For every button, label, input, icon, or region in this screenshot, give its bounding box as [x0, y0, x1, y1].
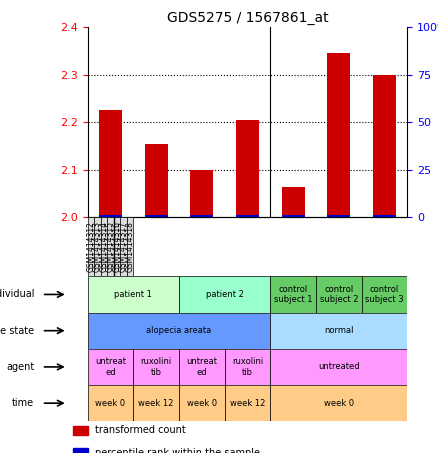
Bar [282, 187, 304, 217]
Bar [99, 215, 122, 217]
FancyBboxPatch shape [225, 385, 270, 421]
Bar [236, 215, 259, 217]
Text: control
subject 3: control subject 3 [365, 285, 404, 304]
Bar [145, 215, 167, 217]
Text: normal: normal [324, 326, 353, 335]
Bar [73, 448, 88, 453]
Text: alopecia areata: alopecia areata [146, 326, 212, 335]
Text: control
subject 1: control subject 1 [274, 285, 312, 304]
FancyBboxPatch shape [88, 217, 94, 276]
Text: untreat
ed: untreat ed [186, 357, 217, 376]
Text: week 0: week 0 [187, 399, 217, 408]
FancyBboxPatch shape [179, 276, 270, 313]
FancyBboxPatch shape [88, 385, 133, 421]
FancyBboxPatch shape [127, 217, 133, 276]
Text: week 12: week 12 [230, 399, 265, 408]
FancyBboxPatch shape [270, 385, 407, 421]
Bar [99, 111, 122, 217]
FancyBboxPatch shape [88, 313, 270, 349]
Text: ruxolini
tib: ruxolini tib [232, 357, 263, 376]
Text: GSM1414315: GSM1414315 [106, 222, 115, 272]
Bar [327, 215, 350, 217]
FancyBboxPatch shape [94, 217, 101, 276]
Text: control
subject 2: control subject 2 [320, 285, 358, 304]
FancyBboxPatch shape [88, 276, 179, 313]
Bar [191, 170, 213, 217]
Text: patient 1: patient 1 [114, 290, 152, 299]
Text: week 12: week 12 [138, 399, 174, 408]
Text: untreat
ed: untreat ed [95, 357, 126, 376]
Bar [236, 120, 259, 217]
Text: GSM1414317: GSM1414317 [119, 222, 128, 272]
Text: GSM1414313: GSM1414313 [93, 222, 102, 272]
FancyBboxPatch shape [114, 217, 120, 276]
Bar [373, 75, 396, 217]
Bar [145, 144, 167, 217]
FancyBboxPatch shape [133, 349, 179, 385]
FancyBboxPatch shape [179, 349, 225, 385]
Text: transformed count: transformed count [95, 425, 186, 435]
FancyBboxPatch shape [101, 217, 107, 276]
Bar [73, 426, 88, 435]
FancyBboxPatch shape [270, 313, 407, 349]
FancyBboxPatch shape [225, 349, 270, 385]
Text: time: time [12, 398, 34, 408]
Text: ruxolini
tib: ruxolini tib [141, 357, 172, 376]
FancyBboxPatch shape [316, 276, 362, 313]
FancyBboxPatch shape [133, 385, 179, 421]
Text: untreated: untreated [318, 362, 360, 371]
FancyBboxPatch shape [362, 276, 407, 313]
Bar [191, 215, 213, 217]
Bar [373, 215, 396, 217]
Text: percentile rank within the sample: percentile rank within the sample [95, 448, 261, 453]
Text: week 0: week 0 [95, 399, 126, 408]
Text: GSM1414314: GSM1414314 [99, 222, 109, 272]
Text: GSM1414318: GSM1414318 [126, 222, 134, 272]
Text: GSM1414316: GSM1414316 [113, 222, 121, 272]
FancyBboxPatch shape [179, 385, 225, 421]
FancyBboxPatch shape [88, 349, 133, 385]
FancyBboxPatch shape [107, 217, 114, 276]
Bar [327, 53, 350, 217]
Text: patient 2: patient 2 [206, 290, 244, 299]
Text: week 0: week 0 [324, 399, 354, 408]
Text: individual: individual [0, 289, 34, 299]
Text: disease state: disease state [0, 326, 34, 336]
FancyBboxPatch shape [270, 349, 407, 385]
Text: agent: agent [6, 362, 34, 372]
Title: GDS5275 / 1567861_at: GDS5275 / 1567861_at [166, 11, 328, 25]
FancyBboxPatch shape [120, 217, 127, 276]
Text: GSM1414312: GSM1414312 [86, 222, 95, 272]
FancyBboxPatch shape [270, 276, 316, 313]
Bar [282, 215, 304, 217]
